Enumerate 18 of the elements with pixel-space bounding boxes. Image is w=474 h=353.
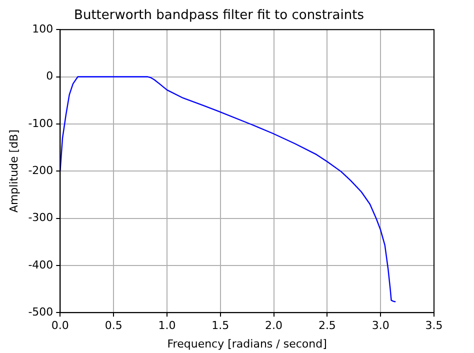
y-tick-label: -100 <box>28 116 54 130</box>
y-tick-label: -200 <box>28 164 54 177</box>
x-tick-label: 2.0 <box>265 319 283 332</box>
y-tick-label: 0 <box>46 70 54 83</box>
chart-title: Butterworth bandpass filter fit to constraints <box>74 8 364 24</box>
y-tick-label: -500 <box>28 305 54 318</box>
x-tick-label: 3.5 <box>425 319 443 332</box>
x-tick-label: 0.5 <box>104 319 122 332</box>
x-axis-title: Frequency [radians / second] <box>167 337 327 350</box>
y-tick-label: -300 <box>28 211 54 224</box>
x-tick-label: 3.0 <box>372 319 390 332</box>
y-tick-label: 100 <box>32 22 54 36</box>
x-tick-label: 2.5 <box>318 319 336 332</box>
x-tick-label: 0.0 <box>51 319 69 332</box>
x-tick-label: 1.0 <box>158 319 176 332</box>
y-tick-label: -400 <box>28 258 54 272</box>
y-axis-title: Amplitude [dB] <box>7 130 20 213</box>
x-tick-label: 1.5 <box>212 319 230 332</box>
